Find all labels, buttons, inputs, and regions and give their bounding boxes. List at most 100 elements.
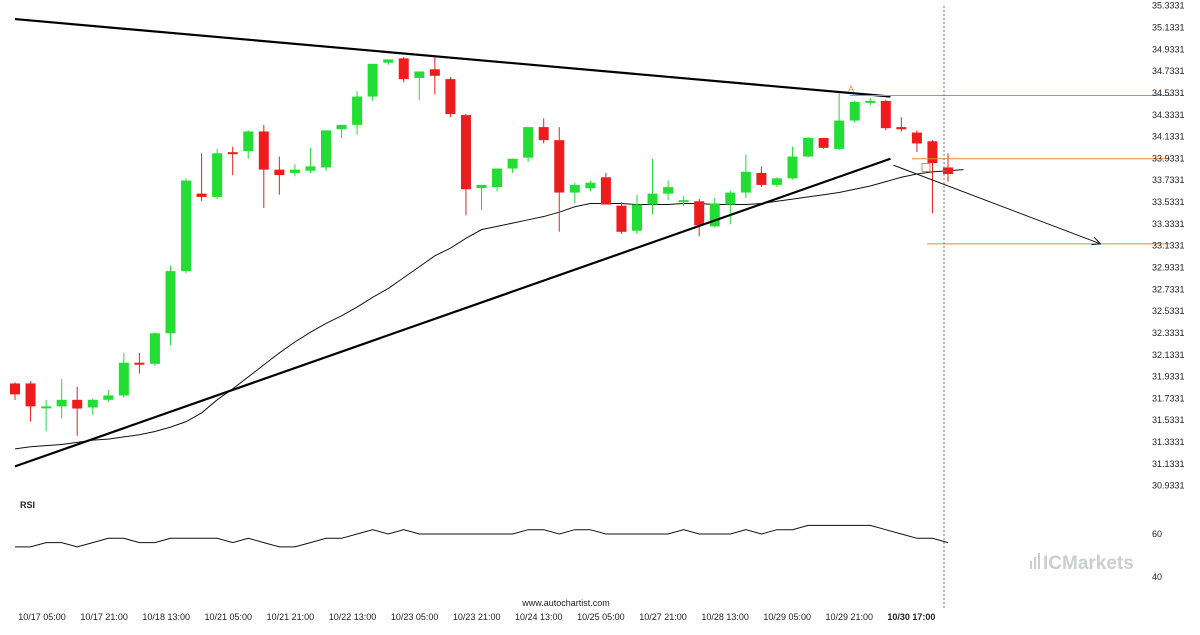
candle-body: [25, 383, 36, 407]
price-tick-label: 34.7331: [1152, 66, 1185, 76]
candle-body: [103, 395, 114, 400]
candle-body: [834, 120, 845, 149]
candle-body: [523, 127, 534, 158]
price-tick-label: 33.7331: [1152, 175, 1185, 185]
candle-body: [227, 152, 238, 155]
price-tick-label: 31.7331: [1152, 393, 1185, 403]
price-tick-label: 34.5331: [1152, 88, 1185, 98]
price-tick-label: 32.9331: [1152, 262, 1185, 272]
candle-body: [585, 182, 596, 189]
price-tick-label: 31.5331: [1152, 415, 1185, 425]
breakout-marker: [921, 162, 931, 172]
candle-body: [709, 203, 720, 227]
price-tick-label: 31.1331: [1152, 459, 1185, 469]
candle-body: [429, 69, 440, 76]
rsi-tick-label: 60: [1152, 529, 1162, 539]
time-tick-label: 10/17 21:00: [80, 612, 128, 622]
price-tick-label: 33.9331: [1152, 153, 1185, 163]
rsi-panel: [15, 524, 949, 548]
price-panel: A: [10, 17, 1170, 468]
candle-body: [911, 132, 922, 144]
price-tick-label: 33.5331: [1152, 197, 1185, 207]
candle-body: [149, 333, 160, 364]
price-tick-label: 32.1331: [1152, 350, 1185, 360]
rsi-label: RSI: [20, 500, 35, 510]
candle-body: [212, 153, 223, 197]
candle-body: [10, 383, 20, 395]
time-tick-label: 10/22 13:00: [329, 612, 377, 622]
price-tick-label: 31.9331: [1152, 372, 1185, 382]
candle-body: [756, 172, 767, 185]
candle-body: [740, 171, 751, 193]
candle-body: [196, 193, 207, 197]
candle-body: [663, 187, 674, 194]
time-tick-label: 10/25 05:00: [577, 612, 625, 622]
candle-body: [880, 100, 891, 129]
time-tick-label: 10/21 05:00: [205, 612, 253, 622]
candle-body: [414, 71, 425, 78]
candle-body: [41, 406, 52, 409]
time-tick-label: 10/28 13:00: [701, 612, 749, 622]
price-tick-label: 35.1331: [1152, 22, 1185, 32]
price-tick-label: 32.3331: [1152, 328, 1185, 338]
price-tick-label: 35.3331: [1152, 1, 1185, 11]
forecast-arrow: [893, 164, 1101, 245]
logo-bars-icon: [1030, 553, 1040, 569]
candle-body: [632, 204, 642, 231]
time-tick-label: 10/27 21:00: [639, 612, 687, 622]
upper-trendline: [14, 17, 891, 98]
candle-body: [367, 63, 378, 97]
candle-body: [352, 96, 363, 125]
lower-trendline: [14, 157, 891, 468]
candle-body: [538, 127, 549, 141]
candle-body: [87, 399, 98, 408]
price-tick-label: 34.3331: [1152, 110, 1185, 120]
price-tick-label: 31.3331: [1152, 437, 1185, 447]
candle-body: [305, 166, 316, 171]
brand-text: ICMarkets: [1043, 553, 1134, 574]
price-tick-label: 33.1331: [1152, 241, 1185, 251]
candle-body: [896, 127, 907, 130]
candle-body: [383, 59, 394, 63]
candle-body: [927, 141, 938, 164]
candle-body: [134, 362, 145, 365]
candle-body: [647, 193, 658, 205]
pattern-point-label: A: [848, 84, 854, 94]
candle-body: [771, 178, 782, 185]
price-tick-label: 34.9331: [1152, 44, 1185, 54]
candle-body: [569, 184, 580, 193]
candle-body: [445, 79, 456, 114]
watermark-text: www.autochartist.com: [521, 598, 610, 608]
candle-body: [289, 169, 300, 173]
rsi-line: [15, 524, 949, 548]
candle-body: [336, 124, 347, 130]
candle-body: [849, 102, 860, 121]
time-tick-label: 10/29 21:00: [826, 612, 874, 622]
candle-body: [476, 184, 487, 189]
time-tick-label: 10/17 05:00: [18, 612, 66, 622]
price-tick-label: 32.5331: [1152, 306, 1185, 316]
candle-body: [258, 131, 269, 170]
moving-average-line: [14, 169, 964, 450]
candle-body: [694, 201, 705, 226]
candle-body: [943, 167, 953, 174]
candle-body: [725, 192, 736, 205]
candle-body: [600, 177, 611, 205]
forecast-arrow-head: [1091, 236, 1102, 246]
candle-body: [460, 115, 471, 190]
candle-body: [678, 200, 689, 203]
candle-body: [787, 156, 798, 179]
candle-body: [56, 399, 67, 407]
candle-body: [818, 138, 829, 148]
price-tick-label: 30.9331: [1152, 481, 1185, 491]
axes: 35.3331 35.1331 34.9331 34.7331 34.5331 34.33…: [18, 1, 1184, 622]
brand-logo: ICMarkets: [1030, 553, 1134, 574]
candle-body: [118, 362, 129, 396]
time-tick-label: 10/30 17:00: [887, 612, 935, 622]
time-tick-label: 10/23 21:00: [453, 612, 501, 622]
candle-body: [274, 169, 285, 176]
time-tick-label: 10/23 05:00: [391, 612, 439, 622]
candle-body: [507, 158, 518, 169]
